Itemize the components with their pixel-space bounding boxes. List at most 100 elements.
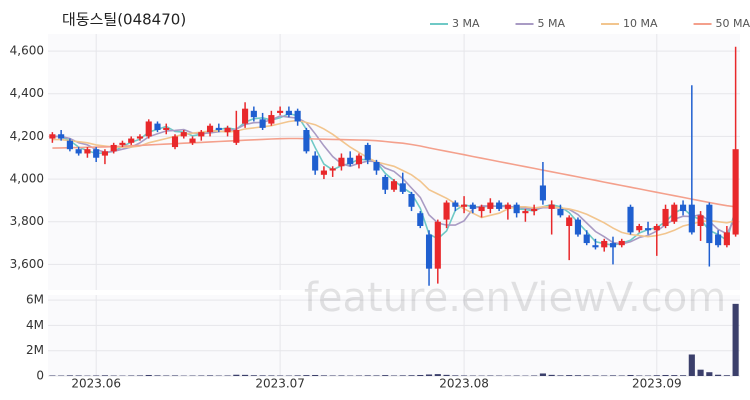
chart-title: 대동스틸(048470) bbox=[62, 11, 186, 29]
volume-bar bbox=[706, 372, 713, 376]
volume-bar bbox=[294, 375, 301, 376]
volume-bar bbox=[145, 374, 152, 376]
volume-bar bbox=[66, 375, 73, 376]
candle-body bbox=[539, 185, 546, 201]
candle-body bbox=[75, 149, 82, 154]
volume-bar bbox=[539, 373, 546, 376]
candle-body bbox=[259, 119, 266, 128]
volume-tick-label: 2M bbox=[26, 343, 44, 357]
candle-body bbox=[732, 149, 739, 235]
volume-tick-label: 6M bbox=[26, 293, 44, 307]
candle-body bbox=[548, 204, 555, 209]
volume-bar bbox=[49, 375, 56, 376]
candle-body bbox=[496, 202, 503, 209]
volume-bar bbox=[382, 375, 389, 376]
y-tick-label: 4,200 bbox=[10, 129, 44, 143]
volume-bar bbox=[592, 375, 599, 376]
candle-body bbox=[653, 226, 660, 231]
candle-body bbox=[373, 162, 380, 171]
candle-body bbox=[233, 130, 240, 143]
candle-body bbox=[469, 204, 476, 209]
candle-body bbox=[110, 144, 117, 152]
candle-body bbox=[84, 149, 91, 154]
legend-label: 10 MA bbox=[623, 17, 658, 30]
volume-bar bbox=[163, 375, 170, 376]
candle-body bbox=[522, 211, 529, 214]
candle-body bbox=[566, 217, 573, 226]
candle-body bbox=[636, 226, 643, 231]
candle-body bbox=[531, 208, 538, 212]
volume-bar bbox=[303, 375, 310, 376]
volume-bar bbox=[355, 375, 363, 376]
volume-bar bbox=[75, 375, 82, 376]
x-tick-label: 2023.08 bbox=[439, 377, 489, 391]
y-tick-label: 4,400 bbox=[10, 86, 44, 100]
y-tick-label: 4,600 bbox=[10, 44, 44, 58]
candle-body bbox=[452, 202, 459, 207]
candle-body bbox=[180, 132, 187, 137]
candle-body bbox=[224, 127, 231, 133]
volume-bar bbox=[636, 375, 643, 376]
candle-body bbox=[66, 140, 73, 150]
candle-body bbox=[697, 215, 704, 226]
candle-body bbox=[215, 127, 222, 130]
candle-body bbox=[618, 240, 625, 246]
candle-body bbox=[145, 121, 152, 137]
volume-bar bbox=[198, 375, 205, 376]
volume-bar bbox=[609, 375, 617, 376]
x-tick-label: 2023.06 bbox=[71, 377, 121, 391]
volume-bar bbox=[653, 375, 660, 376]
volume-bar bbox=[408, 375, 415, 376]
volume-bar bbox=[417, 374, 424, 376]
legend-label: 50 MA bbox=[716, 17, 750, 30]
candle-body bbox=[715, 234, 722, 246]
candle-body bbox=[320, 170, 327, 175]
candle-body bbox=[154, 123, 161, 130]
candle-body bbox=[312, 155, 319, 171]
volume-bar bbox=[715, 374, 722, 376]
candle-body bbox=[688, 204, 695, 233]
volume-bar bbox=[732, 303, 739, 376]
candle-body bbox=[101, 151, 109, 156]
candle-body bbox=[277, 110, 284, 113]
candle-body bbox=[250, 110, 257, 118]
volume-bar bbox=[443, 374, 450, 376]
volume-bar bbox=[461, 375, 468, 376]
legend-label: 3 MA bbox=[452, 17, 480, 30]
candle-body bbox=[49, 134, 56, 139]
volume-tick-label: 4M bbox=[26, 318, 44, 332]
volume-bar bbox=[697, 369, 704, 376]
candle-body bbox=[434, 221, 441, 269]
candle-body bbox=[478, 206, 485, 212]
candle-body bbox=[329, 168, 336, 171]
volume-bar bbox=[531, 375, 538, 376]
candle-body bbox=[355, 155, 363, 165]
candle-body bbox=[198, 132, 205, 137]
candle-body bbox=[189, 138, 196, 143]
candle-body bbox=[417, 213, 424, 226]
volume-bar bbox=[487, 375, 494, 376]
y-tick-label: 3,800 bbox=[10, 214, 44, 228]
y-tick-label: 4,000 bbox=[10, 172, 44, 186]
volume-bar bbox=[101, 375, 109, 376]
volume-bar bbox=[566, 375, 573, 376]
candle-body bbox=[399, 183, 406, 192]
volume-bar bbox=[583, 375, 590, 376]
volume-bar bbox=[618, 375, 625, 376]
volume-tick-label: 0 bbox=[36, 369, 44, 383]
candle-body bbox=[671, 204, 678, 222]
volume-bar bbox=[662, 374, 669, 376]
candle-body bbox=[627, 206, 634, 233]
candle-body bbox=[601, 240, 608, 248]
candle-body bbox=[58, 134, 65, 139]
candle-body bbox=[119, 142, 126, 145]
volume-bar bbox=[390, 375, 398, 376]
candle-body bbox=[364, 144, 371, 160]
volume-bar bbox=[425, 374, 433, 376]
candle-body bbox=[662, 208, 669, 226]
ma-line bbox=[52, 119, 736, 238]
candle-body bbox=[163, 127, 170, 130]
candle-body bbox=[425, 234, 433, 269]
volume-bar bbox=[259, 375, 266, 376]
